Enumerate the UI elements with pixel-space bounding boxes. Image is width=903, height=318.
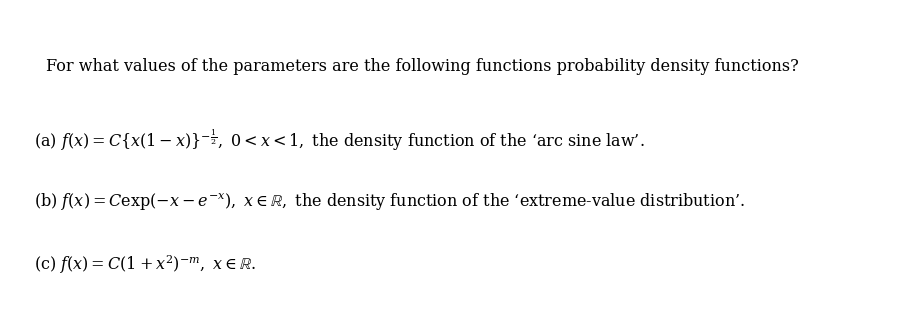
- Text: (a) $f(x) = C\{x(1-x)\}^{-\frac{1}{2}},\ 0 < x < 1,$ the density function of the: (a) $f(x) = C\{x(1-x)\}^{-\frac{1}{2}},\…: [33, 128, 644, 153]
- Text: For what values of the parameters are the following functions probability densit: For what values of the parameters are th…: [46, 58, 798, 75]
- Text: (b) $f(x) = C\exp(-x - e^{-x}),\ x \in \mathbb{R},$ the density function of the : (b) $f(x) = C\exp(-x - e^{-x}),\ x \in \…: [33, 190, 744, 211]
- Text: (c) $f(x) = C(1+x^2)^{-m},\ x \in \mathbb{R}.$: (c) $f(x) = C(1+x^2)^{-m},\ x \in \mathb…: [33, 253, 256, 276]
